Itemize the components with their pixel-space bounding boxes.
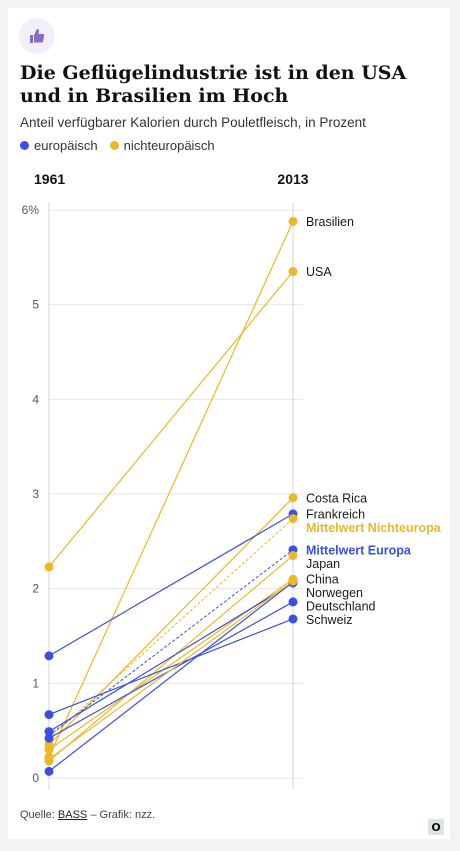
start-point — [44, 745, 54, 755]
series-label: Deutschland — [306, 600, 376, 614]
start-point — [44, 651, 54, 661]
thumbs-up-icon — [19, 18, 55, 54]
y-tick-label: 3 — [32, 487, 39, 501]
publisher-logo: O — [428, 819, 444, 835]
series-line — [48, 518, 294, 739]
series-line — [48, 513, 294, 657]
chart-subtitle: Anteil verfügbarer Kalorien durch Poulet… — [20, 115, 366, 130]
end-point — [288, 597, 298, 607]
end-point — [288, 514, 298, 524]
series-label: Frankreich — [306, 507, 365, 521]
end-point — [288, 551, 298, 561]
x-label-2013: 2013 — [277, 171, 308, 187]
series-line — [48, 271, 294, 568]
series-line — [48, 221, 294, 758]
source-prefix: Quelle: — [20, 809, 58, 821]
start-point — [44, 754, 54, 764]
x-label-1961: 1961 — [34, 171, 65, 187]
end-point — [288, 493, 298, 503]
y-tick-label: 0 — [32, 771, 39, 785]
series-line — [48, 582, 294, 733]
series-line — [48, 497, 294, 746]
series-line — [48, 580, 294, 760]
series-line — [48, 618, 294, 716]
series-line — [48, 581, 294, 772]
y-tick-label: 6% — [22, 203, 40, 217]
y-tick-label: 1 — [32, 676, 39, 690]
chart-card: Die Geflügelindustrie ist in den USA und… — [8, 8, 450, 839]
series-line — [48, 555, 294, 762]
y-tick-label: 5 — [32, 298, 39, 312]
legend-item-europe: europäisch — [20, 138, 98, 153]
y-tick-label: 2 — [32, 582, 39, 596]
series-label: Norwegen — [306, 586, 363, 600]
start-point — [44, 710, 54, 720]
y-tick-label: 4 — [32, 392, 39, 406]
legend-label-noneurope: nichteuropäisch — [123, 138, 215, 153]
chart-title: Die Geflügelindustrie ist in den USA und… — [20, 62, 407, 107]
start-point — [44, 727, 54, 737]
series-label: Mittelwert Nichteuropa — [306, 521, 442, 535]
end-point — [288, 267, 298, 277]
series-label: Schweiz — [306, 613, 353, 627]
source-suffix: – Grafik: nzz. — [87, 809, 156, 821]
series-label: Costa Rica — [306, 491, 367, 505]
legend-item-noneurope: nichteuropäisch — [109, 138, 215, 153]
end-point — [288, 576, 298, 586]
series-label: Mittelwert Europa — [306, 543, 412, 557]
series-label: Japan — [306, 557, 340, 571]
start-point — [44, 733, 54, 743]
legend-label-europe: europäisch — [34, 138, 98, 153]
series-label: Brasilien — [306, 215, 354, 229]
source-link[interactable]: BASS — [57, 809, 88, 821]
series-label: China — [306, 573, 339, 587]
series-label: USA — [306, 265, 332, 279]
source-note: Quelle: BASS – Grafik: nzz. — [20, 809, 155, 821]
legend: europäisch nichteuropäisch — [20, 138, 215, 153]
start-point — [44, 562, 54, 572]
slope-chart: 0 1 2 3 4 5 6% 1961 2013 Brasilien USA Costa Rica Fr… — [22, 171, 442, 790]
start-point — [44, 766, 54, 776]
legend-swatch-europe — [20, 141, 29, 150]
end-point — [288, 614, 298, 624]
series-line — [48, 549, 294, 736]
end-point — [288, 216, 298, 226]
legend-swatch-noneurope — [109, 141, 119, 150]
